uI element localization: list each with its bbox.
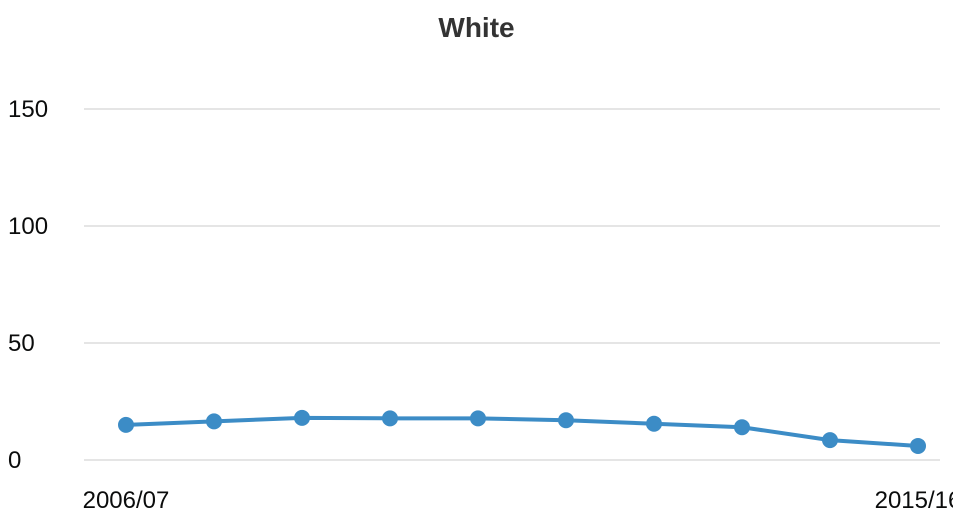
- y-tick-label: 50: [8, 330, 35, 357]
- y-tick-label: 100: [8, 213, 48, 240]
- y-axis-labels: 0 50 100 150: [8, 96, 48, 474]
- x-tick-label: 2015/16: [875, 487, 953, 514]
- chart-title: White: [438, 12, 515, 43]
- series-group: [118, 409, 926, 454]
- data-point-2009-10[interactable]: [382, 410, 398, 427]
- data-point-2012-13[interactable]: [646, 415, 662, 432]
- y-tick-label: 150: [8, 96, 48, 123]
- data-point-2015-16[interactable]: [910, 437, 926, 454]
- x-tick-label: 2006/07: [83, 487, 170, 514]
- data-point-2011-12[interactable]: [558, 412, 574, 429]
- y-tick-label: 0: [8, 447, 21, 474]
- data-point-2010-11[interactable]: [470, 410, 486, 427]
- data-point-2006-07[interactable]: [118, 416, 134, 433]
- data-point-2007-08[interactable]: [206, 413, 222, 430]
- data-point-2008-09[interactable]: [294, 409, 310, 426]
- gridlines: [84, 108, 940, 461]
- series-line: [124, 415, 920, 448]
- data-point-2013-14[interactable]: [734, 419, 750, 436]
- data-point-2014-15[interactable]: [822, 432, 838, 449]
- x-axis-labels: 2006/07 2015/16: [83, 487, 953, 514]
